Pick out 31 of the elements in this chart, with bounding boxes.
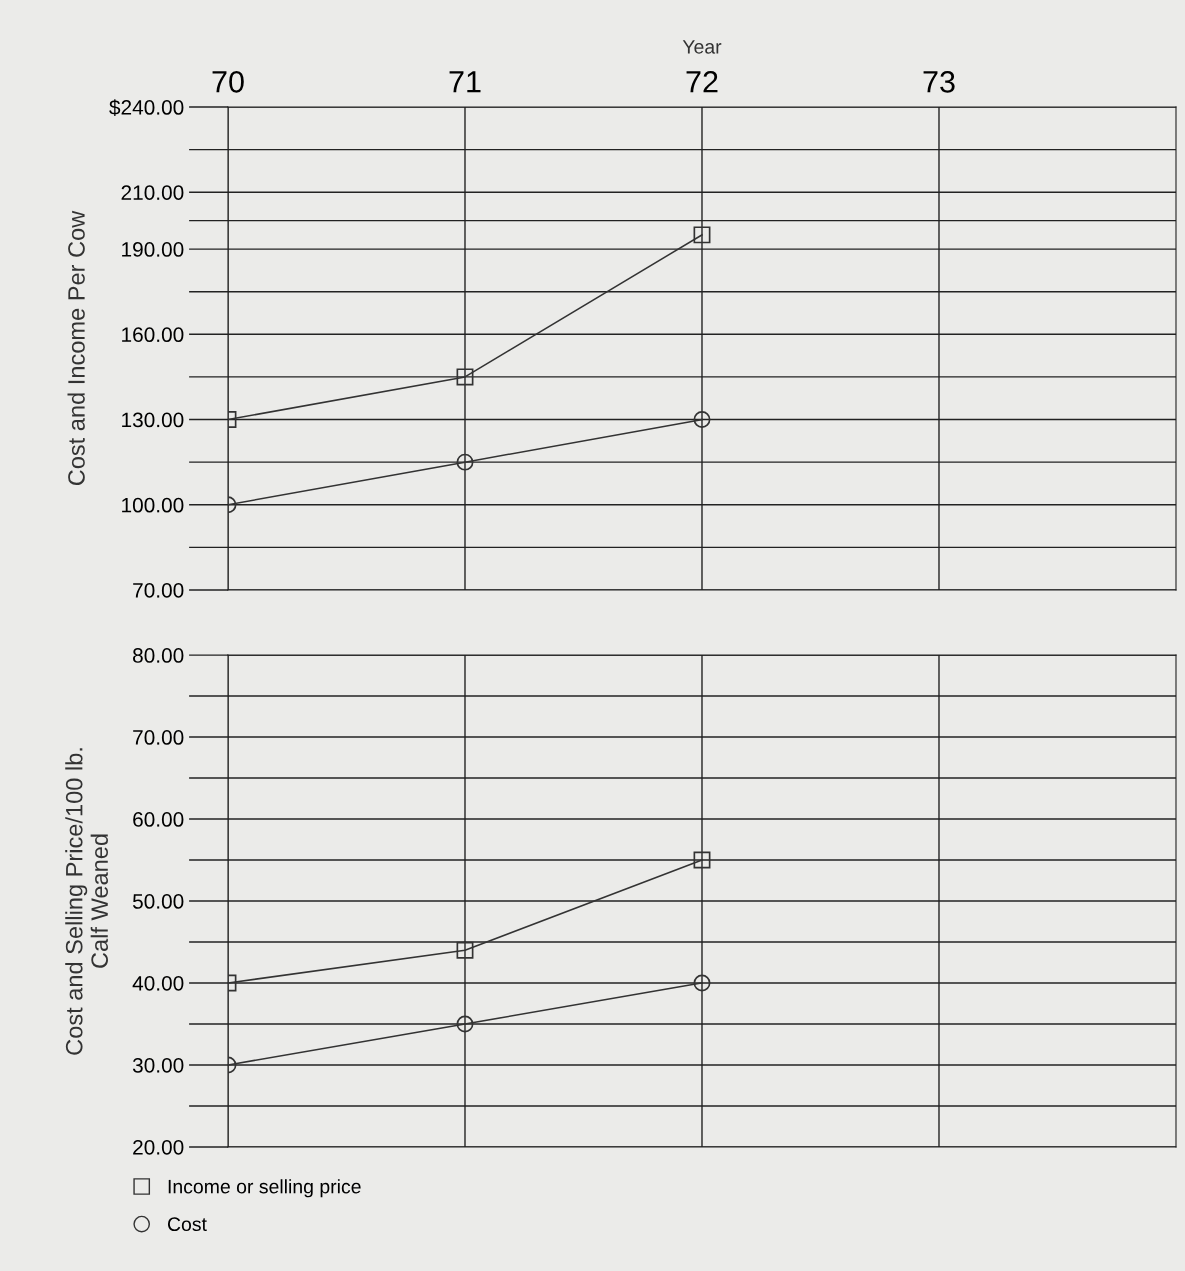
point — [456, 368, 474, 386]
point — [693, 411, 711, 429]
legend-label: Cost — [167, 1217, 207, 1232]
y-tick-label: $240.00 — [109, 99, 184, 117]
x-tick-label: 70 — [212, 71, 244, 93]
x-tick-label: 71 — [449, 71, 481, 93]
y-tick-label: 210.00 — [121, 185, 184, 200]
x-axis-title: Year — [682, 40, 722, 54]
y-tick-label: 190.00 — [122, 242, 184, 257]
y-tick-label: 40.00 — [132, 975, 184, 991]
x-tick-label: 73 — [923, 71, 955, 93]
y-tick-label: 130.00 — [122, 412, 184, 428]
y-tick-label: 70.00 — [133, 583, 184, 598]
y-tick-label: 30.00 — [132, 1057, 184, 1073]
point — [693, 226, 711, 244]
legend-label: Income or selling price — [168, 1179, 361, 1198]
y-tick-label: 70.00 — [133, 730, 184, 745]
y-tick-label: 60.00 — [133, 812, 184, 827]
point — [456, 1015, 474, 1033]
point — [693, 974, 711, 992]
y-tick-label: 160.00 — [122, 327, 184, 343]
point — [456, 941, 474, 959]
point — [456, 453, 474, 471]
y-tick-label: 50.00 — [132, 894, 184, 909]
y-tick-label: 80.00 — [133, 648, 184, 663]
point — [693, 851, 711, 869]
y-axis-title: Cost and Selling Price/100 lb. Calf Weaned — [65, 748, 108, 1055]
y-tick-label: 20.00 — [133, 1139, 184, 1155]
y-tick-label: 100.00 — [122, 497, 184, 513]
y-axis-title: Cost and Income Per Cow — [67, 210, 85, 486]
x-tick-label: 72 — [686, 71, 718, 93]
